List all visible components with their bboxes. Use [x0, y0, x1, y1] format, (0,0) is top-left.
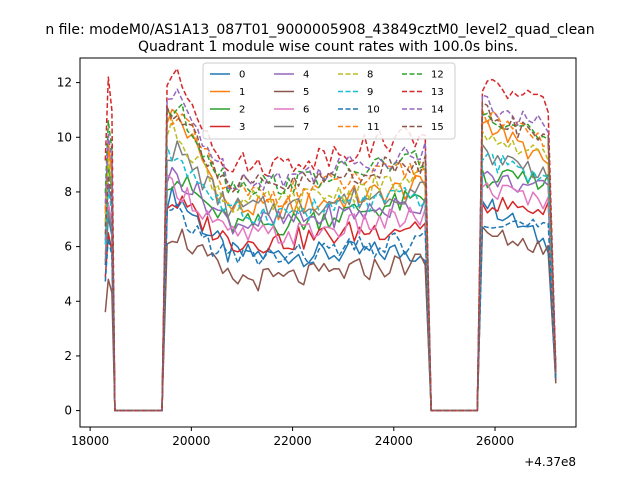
plot-lines: [104, 67, 557, 412]
y-tick-label: 12: [57, 76, 72, 90]
x-tick-label: 20000: [172, 434, 210, 448]
plot-frame: [79, 57, 577, 428]
series-line-5: [104, 225, 557, 412]
series-line-9: [104, 145, 557, 412]
legend-box: [202, 62, 456, 140]
legend-label: 11: [367, 122, 380, 133]
legend-label: 9: [367, 87, 373, 98]
series-line-10: [104, 203, 557, 412]
x-axis: 18000 20000 22000 24000 26000: [71, 427, 514, 448]
y-tick-label: 6: [64, 240, 72, 254]
series-line-1: [104, 108, 557, 412]
legend-label: 7: [303, 122, 309, 133]
legend-label: 0: [239, 70, 245, 81]
legend-label: 2: [239, 105, 245, 116]
y-axis: 0 2 4 6 8 10 12: [57, 76, 80, 418]
legend-label: 5: [303, 87, 309, 98]
legend-label: 8: [367, 70, 373, 81]
x-tick-label: 22000: [273, 434, 311, 448]
legend-label: 1: [239, 87, 245, 98]
legend-label: 12: [431, 70, 444, 81]
y-tick-label: 8: [64, 185, 72, 199]
series-line-4: [104, 166, 557, 412]
x-tick-label: 26000: [476, 434, 514, 448]
legend-label: 13: [431, 87, 444, 98]
legend-label: 6: [303, 105, 309, 116]
chart-suptitle: n file: modeM0/AS1A13_087T01_9000005908_…: [45, 22, 594, 38]
y-tick-label: 0: [64, 404, 72, 418]
y-tick-label: 4: [64, 294, 72, 308]
series-line-6: [104, 174, 557, 412]
legend-label: 14: [431, 105, 444, 116]
series-line-12: [104, 103, 557, 412]
series-line-15: [104, 101, 557, 412]
series-line-13: [104, 67, 557, 412]
series-line-3: [104, 195, 557, 412]
legend-label: 3: [239, 122, 245, 133]
x-offset-label: +4.37e8: [524, 455, 576, 469]
legend-label: 4: [303, 70, 309, 81]
chart-title: Quadrant 1 module wise count rates with …: [138, 39, 518, 55]
series-line-11: [104, 104, 557, 412]
series-line-14: [104, 88, 557, 412]
series-line-8: [104, 119, 557, 412]
x-tick-label: 24000: [375, 434, 413, 448]
y-tick-label: 2: [64, 349, 72, 363]
y-tick-label: 10: [57, 130, 72, 144]
legend-label: 10: [367, 105, 380, 116]
legend-label: 15: [431, 122, 444, 133]
x-tick-label: 18000: [71, 434, 109, 448]
series-line-0: [104, 186, 557, 412]
